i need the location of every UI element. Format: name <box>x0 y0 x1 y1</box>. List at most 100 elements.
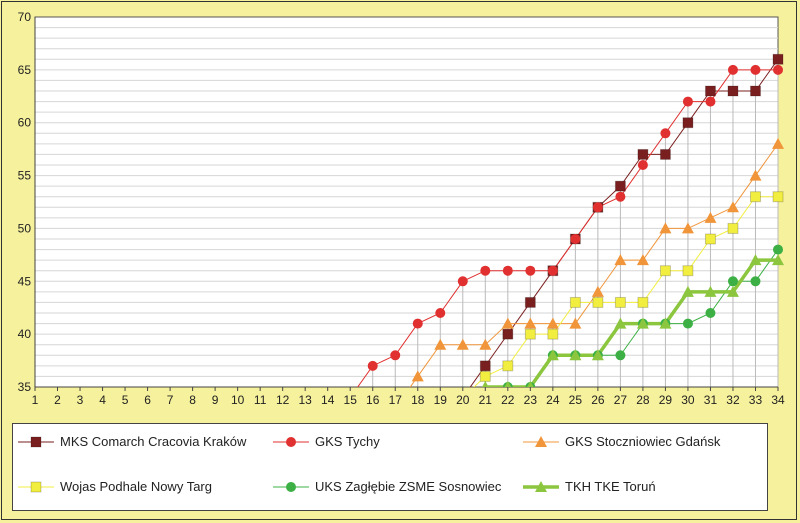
legend-marker-icon <box>273 481 309 492</box>
legend-marker <box>30 481 42 492</box>
data-point <box>479 338 492 350</box>
y-tick-label: 40 <box>18 327 32 341</box>
data-point <box>504 381 512 387</box>
x-tick-label: 12 <box>276 393 290 407</box>
series-line <box>409 143 779 387</box>
data-point <box>659 222 672 234</box>
legend-label: Wojas Podhale Nowy Targ <box>60 479 212 494</box>
legend-marker <box>535 435 547 447</box>
data-point <box>502 328 514 340</box>
plot-area <box>34 16 779 388</box>
x-tick-label: 24 <box>546 393 560 407</box>
x-tick-label: 4 <box>99 393 106 407</box>
x-tick-label: 19 <box>434 393 448 407</box>
data-point <box>772 53 784 65</box>
legend-marker-icon <box>273 436 309 447</box>
data-point <box>615 350 626 361</box>
data-point <box>502 265 513 276</box>
data-point <box>749 254 762 266</box>
legend-marker <box>286 481 296 492</box>
data-point <box>615 191 626 202</box>
x-tick-label: 15 <box>344 393 358 407</box>
data-point <box>591 285 604 297</box>
x-tick-label: 9 <box>212 393 219 407</box>
legend-marker <box>535 480 547 492</box>
legend-item: Wojas Podhale Nowy Targ <box>18 479 212 494</box>
data-point <box>456 338 469 350</box>
data-point <box>614 317 627 329</box>
y-tick-label: 35 <box>18 380 32 394</box>
data-point <box>726 201 739 213</box>
data-point <box>570 234 581 244</box>
x-tick-label: 25 <box>569 393 583 407</box>
data-point <box>547 265 558 276</box>
x-tick-label: 21 <box>479 393 493 407</box>
data-point <box>750 64 761 75</box>
data-point <box>682 265 694 277</box>
y-tick-label: 65 <box>18 63 32 77</box>
y-tick-label: 55 <box>18 169 32 183</box>
data-point <box>636 254 649 266</box>
data-point <box>750 276 761 287</box>
legend-marker <box>286 436 296 447</box>
legend-marker-icon <box>18 481 54 492</box>
x-tick-label: 31 <box>704 393 718 407</box>
data-point <box>480 265 491 276</box>
data-point <box>749 85 761 97</box>
data-point <box>682 117 694 129</box>
legend-marker <box>30 436 42 447</box>
legend-label: GKS Tychy <box>315 434 380 449</box>
data-point <box>525 265 536 276</box>
x-tick-label: 18 <box>411 393 425 407</box>
data-point <box>524 317 537 329</box>
legend-item: GKS Stoczniowiec Gdańsk <box>523 434 720 449</box>
data-point <box>659 148 671 160</box>
data-point <box>435 308 446 318</box>
y-tick-label: 60 <box>18 116 32 130</box>
x-tick-label: 7 <box>167 393 174 407</box>
data-point <box>704 211 717 223</box>
data-point <box>592 202 603 213</box>
series-line <box>485 258 778 387</box>
data-point <box>773 244 783 255</box>
data-point <box>546 317 559 329</box>
legend-marker-icon <box>18 436 54 447</box>
data-point <box>479 360 491 372</box>
legend-marker-icon <box>523 435 559 447</box>
x-tick-label: 6 <box>144 393 151 407</box>
legend-label: TKH TKE Toruń <box>565 479 656 494</box>
x-tick-label: 10 <box>231 393 245 407</box>
data-point <box>682 96 693 107</box>
x-tick-label: 1 <box>32 393 39 407</box>
data-point <box>772 254 784 266</box>
data-point <box>705 308 716 318</box>
x-tick-label: 32 <box>726 393 740 407</box>
x-tick-label: 14 <box>321 393 335 407</box>
y-tick-label: 50 <box>18 221 32 235</box>
data-point <box>705 96 716 107</box>
legend-label: GKS Stoczniowiec Gdańsk <box>565 434 721 449</box>
data-point <box>727 85 739 97</box>
data-point <box>569 349 582 361</box>
data-point <box>569 317 582 329</box>
data-point <box>749 169 762 181</box>
data-point <box>727 64 738 75</box>
x-tick-label: 28 <box>636 393 650 407</box>
data-point <box>546 349 559 361</box>
x-tick-label: 33 <box>749 393 763 407</box>
data-point <box>524 296 536 308</box>
data-point <box>390 350 401 361</box>
x-tick-label: 16 <box>366 393 380 407</box>
data-point <box>659 317 672 329</box>
data-point <box>479 370 491 382</box>
y-tick-label: 45 <box>18 274 32 288</box>
x-tick-label: 11 <box>254 393 267 407</box>
data-point <box>367 360 378 371</box>
data-point <box>659 265 671 277</box>
data-point <box>569 296 581 308</box>
data-point <box>704 85 716 97</box>
x-tick-label: 22 <box>501 393 515 407</box>
data-point <box>727 276 738 287</box>
x-tick-label: 3 <box>77 393 84 407</box>
